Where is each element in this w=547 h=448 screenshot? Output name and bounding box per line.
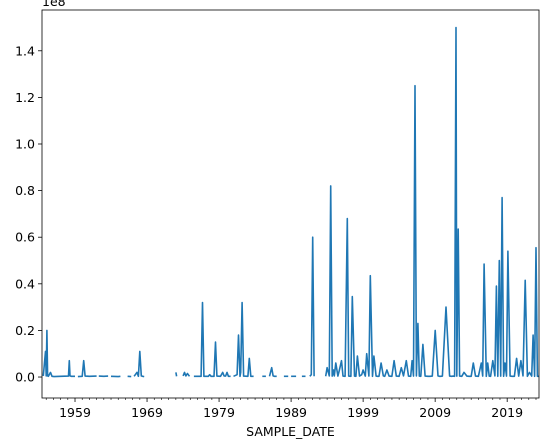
y-tick-label: 1.2 bbox=[15, 90, 35, 105]
series-line-segment-10 bbox=[233, 301, 254, 378]
plot-area bbox=[42, 26, 539, 378]
x-tick-label: 2019 bbox=[491, 405, 523, 420]
y-scale-factor-label: 1e8 bbox=[42, 0, 66, 9]
series-line-segment-7 bbox=[175, 372, 178, 377]
series-line-segment-17 bbox=[324, 26, 539, 378]
x-tick-label: 2009 bbox=[419, 405, 451, 420]
x-tick-label: 1989 bbox=[275, 405, 307, 420]
x-tick-label: 1999 bbox=[347, 405, 379, 420]
x-axis-title: SAMPLE_DATE bbox=[246, 424, 335, 439]
series-line-segment-9 bbox=[193, 301, 231, 378]
series-line-segment-8 bbox=[182, 371, 191, 377]
x-tick-label: 1959 bbox=[59, 405, 91, 420]
y-tick-label: 0.2 bbox=[15, 323, 35, 338]
y-tick-label: 0.4 bbox=[15, 276, 35, 291]
x-tick-label: 1979 bbox=[203, 405, 235, 420]
y-tick-label: 1.4 bbox=[15, 43, 35, 58]
x-axis: 1959 1969 1979 1989 1999 2009 2019 bbox=[45, 398, 537, 420]
series-line-segment-6 bbox=[133, 350, 145, 378]
y-axis: 0.0 0.2 0.4 0.6 0.8 1.0 1.2 1.4 bbox=[15, 43, 42, 385]
series-line-segment-1 bbox=[42, 329, 75, 378]
series-line-segment-16 bbox=[309, 236, 315, 377]
axes-frame bbox=[41, 9, 540, 399]
series-line-segment-12 bbox=[268, 366, 277, 378]
y-tick-label: 0.6 bbox=[15, 230, 35, 245]
y-tick-label: 0.8 bbox=[15, 183, 35, 198]
series-line-segment-2 bbox=[77, 359, 97, 378]
y-tick-label: 0.0 bbox=[15, 370, 35, 385]
y-tick-label: 1.0 bbox=[15, 136, 35, 151]
x-tick-label: 1969 bbox=[131, 405, 163, 420]
